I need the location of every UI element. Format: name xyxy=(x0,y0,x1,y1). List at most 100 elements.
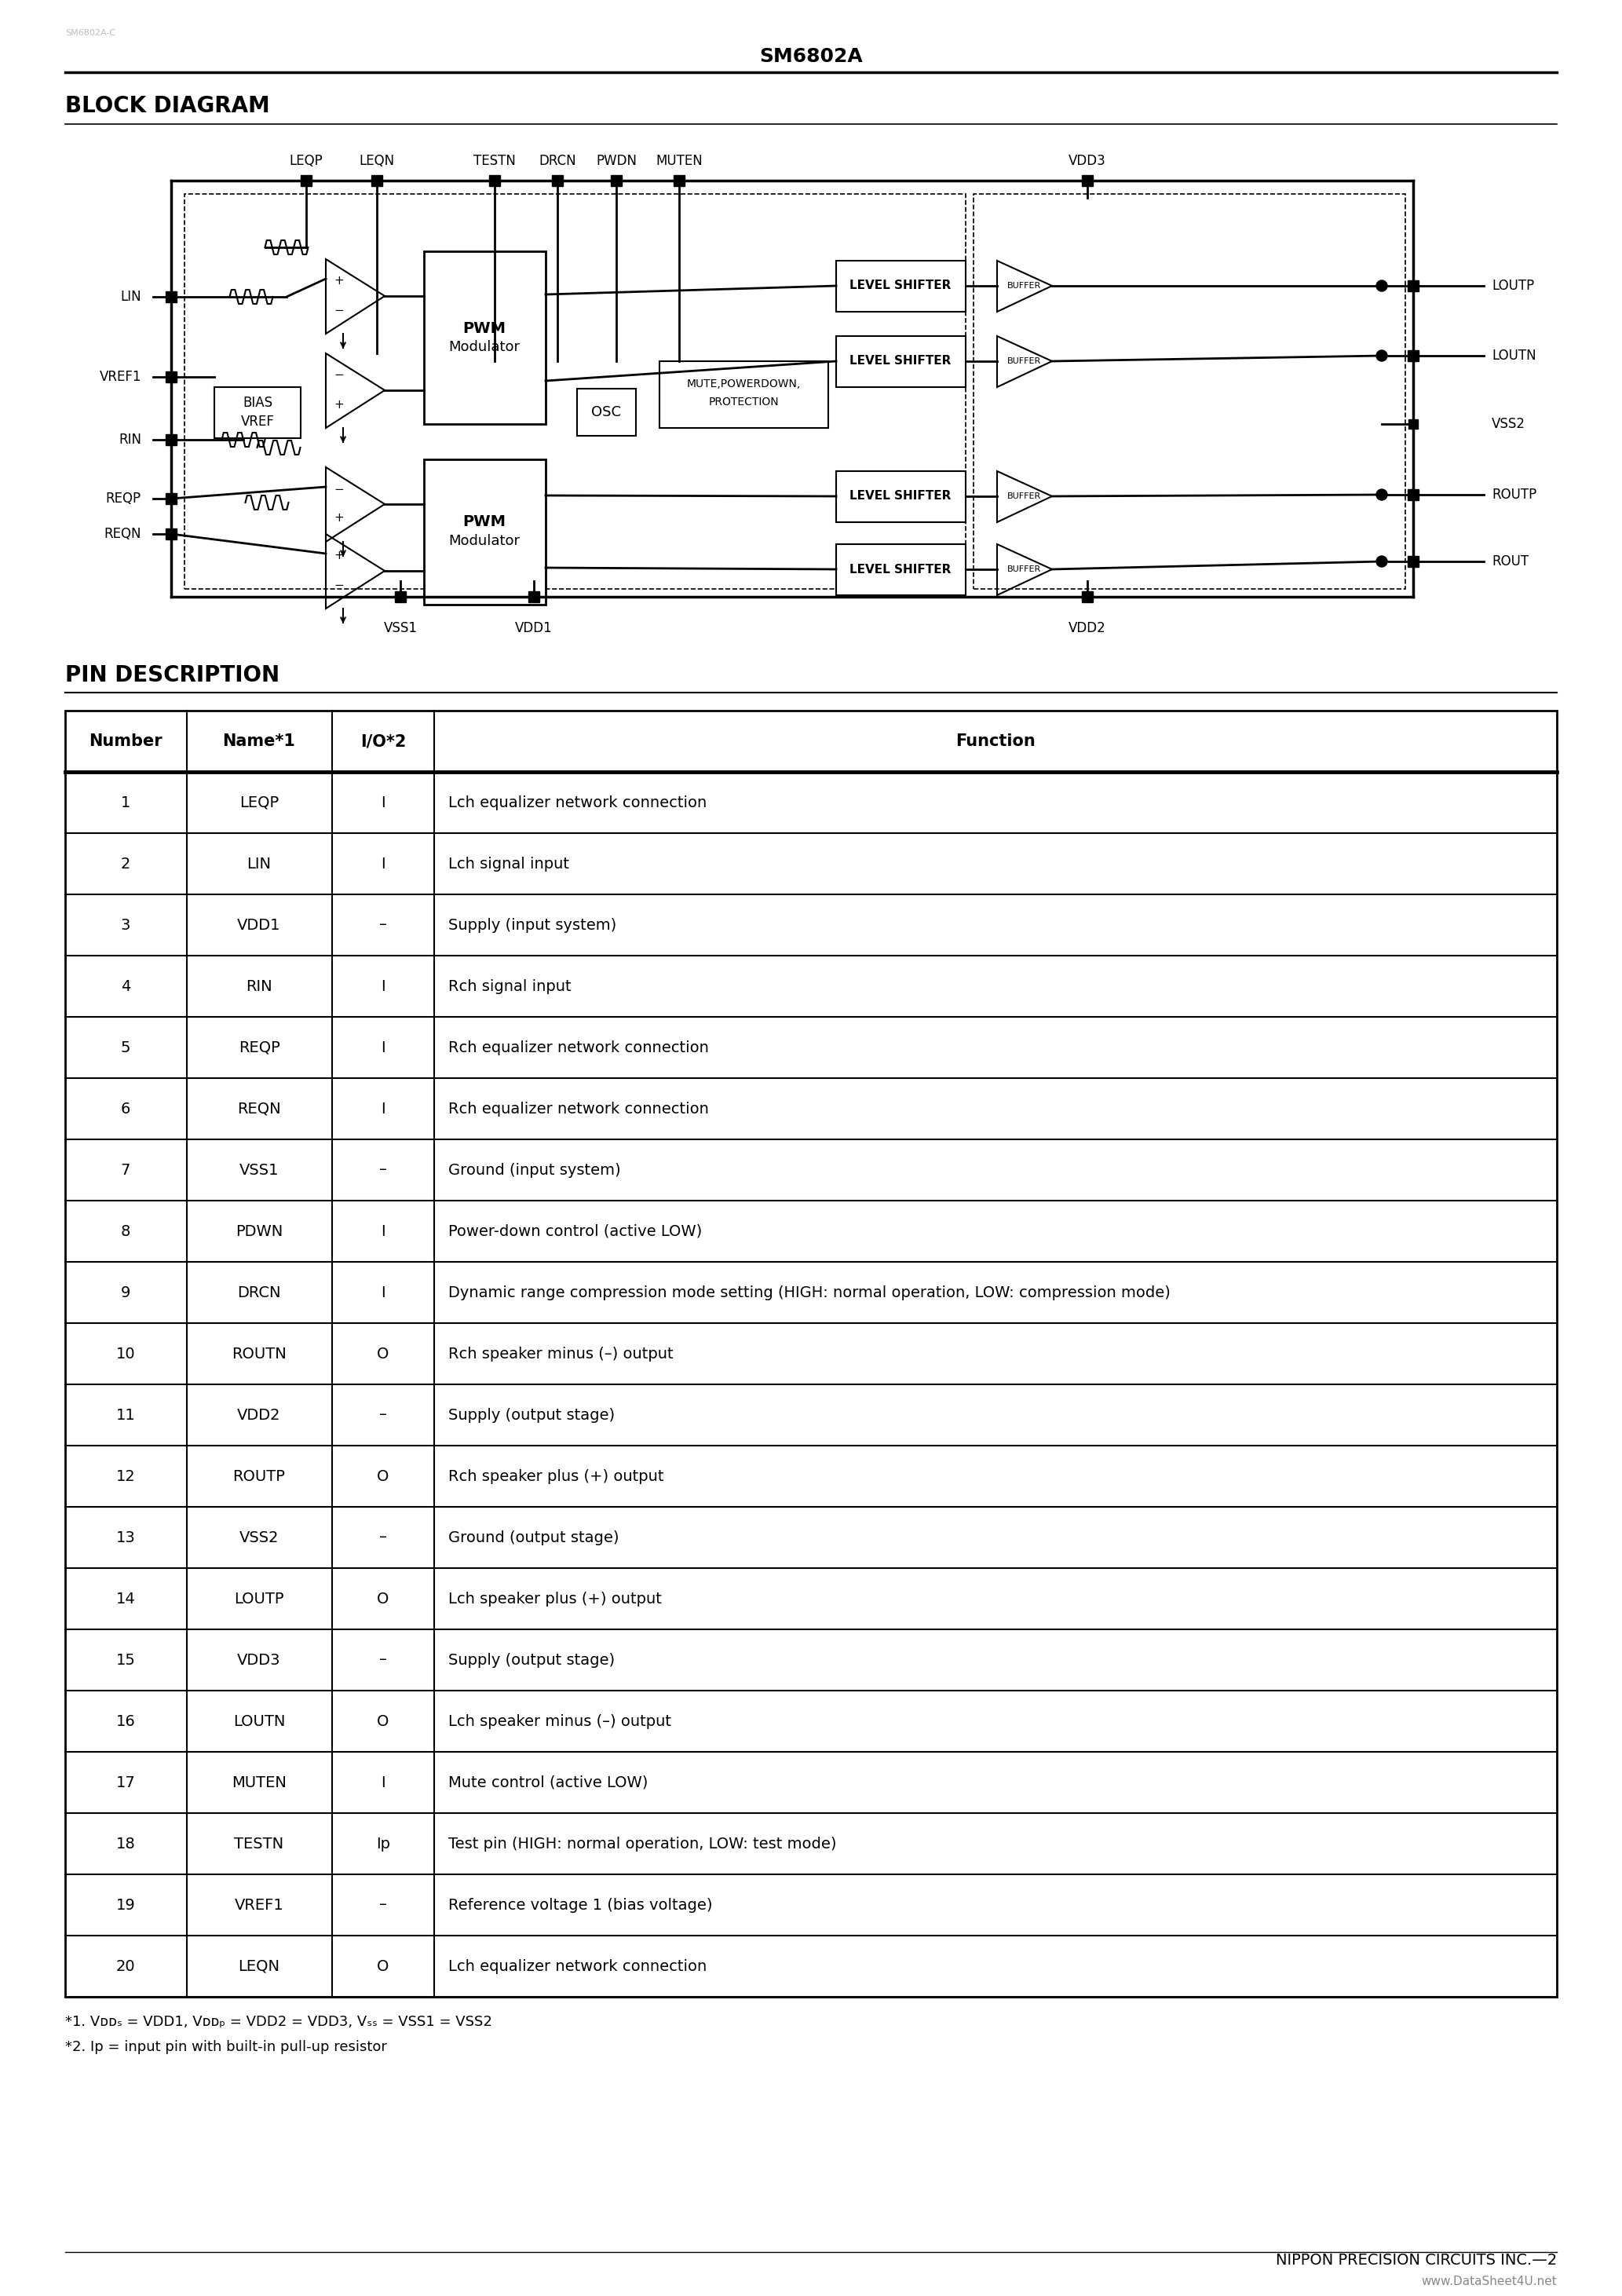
Text: VDD3: VDD3 xyxy=(1069,154,1106,168)
Text: Lch speaker minus (–) output: Lch speaker minus (–) output xyxy=(448,1713,672,1729)
Text: LEVEL SHIFTER: LEVEL SHIFTER xyxy=(850,563,950,576)
Text: I: I xyxy=(381,856,386,870)
Text: Function: Function xyxy=(955,732,1035,748)
Bar xyxy=(973,193,1405,588)
Bar xyxy=(660,360,829,427)
Text: Test pin (HIGH: normal operation, LOW: test mode): Test pin (HIGH: normal operation, LOW: t… xyxy=(448,1837,837,1851)
Text: 13: 13 xyxy=(115,1529,135,1545)
Bar xyxy=(551,174,563,186)
Bar xyxy=(673,174,684,186)
Text: VDD2: VDD2 xyxy=(237,1407,281,1424)
Bar xyxy=(529,592,540,602)
Text: −: − xyxy=(334,305,344,317)
Text: I: I xyxy=(381,1775,386,1791)
Text: LEVEL SHIFTER: LEVEL SHIFTER xyxy=(850,356,950,367)
Text: −: − xyxy=(334,482,344,496)
Text: 14: 14 xyxy=(115,1591,135,1607)
Text: –: – xyxy=(380,1529,388,1545)
Text: −: − xyxy=(334,579,344,590)
Text: LEQP: LEQP xyxy=(240,794,279,810)
Text: LOUTP: LOUTP xyxy=(234,1591,284,1607)
Text: Lch equalizer network connection: Lch equalizer network connection xyxy=(448,794,707,810)
Text: I: I xyxy=(381,978,386,994)
Text: ROUTP: ROUTP xyxy=(234,1469,285,1483)
Text: Dynamic range compression mode setting (HIGH: normal operation, LOW: compression: Dynamic range compression mode setting (… xyxy=(448,1286,1171,1300)
Text: OSC: OSC xyxy=(590,404,621,420)
Text: Mute control (active LOW): Mute control (active LOW) xyxy=(448,1775,649,1791)
Text: +: + xyxy=(334,551,344,563)
Text: 9: 9 xyxy=(120,1286,130,1300)
Text: LOUTN: LOUTN xyxy=(234,1713,285,1729)
Text: 20: 20 xyxy=(115,1958,135,1975)
Text: –: – xyxy=(380,918,388,932)
Text: TESTN: TESTN xyxy=(474,154,516,168)
Bar xyxy=(835,471,965,521)
Text: 5: 5 xyxy=(120,1040,130,1054)
Text: VSS1: VSS1 xyxy=(383,622,417,636)
Text: MUTEN: MUTEN xyxy=(655,154,702,168)
Bar xyxy=(423,250,545,425)
Circle shape xyxy=(1375,489,1387,501)
Circle shape xyxy=(1375,556,1387,567)
Text: 4: 4 xyxy=(120,978,130,994)
Bar xyxy=(214,388,300,439)
Text: O: O xyxy=(376,1958,389,1975)
Text: PWM: PWM xyxy=(462,321,506,335)
Text: VREF1: VREF1 xyxy=(99,370,141,383)
Text: 16: 16 xyxy=(115,1713,135,1729)
Text: TESTN: TESTN xyxy=(234,1837,284,1851)
Text: Ip: Ip xyxy=(376,1837,391,1851)
Text: 18: 18 xyxy=(115,1837,135,1851)
Text: LOUTN: LOUTN xyxy=(1492,349,1536,363)
Text: MUTE,POWERDOWN,: MUTE,POWERDOWN, xyxy=(686,379,801,390)
Text: 3: 3 xyxy=(120,918,130,932)
Text: –: – xyxy=(380,1896,388,1913)
Text: 7: 7 xyxy=(120,1162,130,1178)
Text: I: I xyxy=(381,794,386,810)
Text: Supply (output stage): Supply (output stage) xyxy=(448,1407,615,1424)
Text: REQP: REQP xyxy=(238,1040,279,1054)
Text: BUFFER: BUFFER xyxy=(1007,282,1041,289)
Bar xyxy=(611,174,621,186)
Text: *1. Vᴅᴅₛ = VDD1, Vᴅᴅₚ = VDD2 = VDD3, Vₛₛ = VSS1 = VSS2: *1. Vᴅᴅₛ = VDD1, Vᴅᴅₚ = VDD2 = VDD3, Vₛₛ… xyxy=(65,2016,491,2030)
Text: VSS2: VSS2 xyxy=(240,1529,279,1545)
Text: O: O xyxy=(376,1469,389,1483)
Text: 17: 17 xyxy=(115,1775,135,1791)
Text: I: I xyxy=(381,1286,386,1300)
Bar xyxy=(1408,420,1418,429)
Circle shape xyxy=(1375,351,1387,360)
Text: LEVEL SHIFTER: LEVEL SHIFTER xyxy=(850,491,950,503)
Text: Rch equalizer network connection: Rch equalizer network connection xyxy=(448,1040,709,1054)
Text: ROUTN: ROUTN xyxy=(232,1345,287,1362)
Text: Supply (input system): Supply (input system) xyxy=(448,918,616,932)
Text: BIAS: BIAS xyxy=(243,395,272,411)
Bar xyxy=(371,174,383,186)
Text: VSS1: VSS1 xyxy=(240,1162,279,1178)
Text: PIN DESCRIPTION: PIN DESCRIPTION xyxy=(65,664,279,687)
Text: I: I xyxy=(381,1224,386,1240)
Bar xyxy=(300,174,311,186)
Bar xyxy=(1408,351,1419,360)
Text: LEQP: LEQP xyxy=(289,154,323,168)
Text: BUFFER: BUFFER xyxy=(1007,358,1041,365)
Text: +: + xyxy=(334,400,344,411)
Text: Reference voltage 1 (bias voltage): Reference voltage 1 (bias voltage) xyxy=(448,1896,712,1913)
Text: VDD1: VDD1 xyxy=(516,622,553,636)
Text: LEVEL SHIFTER: LEVEL SHIFTER xyxy=(850,280,950,292)
Text: DRCN: DRCN xyxy=(539,154,576,168)
Text: MUTEN: MUTEN xyxy=(232,1775,287,1791)
Bar xyxy=(165,494,177,505)
Text: PWDN: PWDN xyxy=(595,154,637,168)
Text: VREF: VREF xyxy=(240,416,274,429)
Text: LOUTP: LOUTP xyxy=(1492,278,1534,294)
Bar xyxy=(165,434,177,445)
Text: 6: 6 xyxy=(120,1102,130,1116)
Text: Lch speaker plus (+) output: Lch speaker plus (+) output xyxy=(448,1591,662,1607)
Text: 19: 19 xyxy=(115,1896,135,1913)
Text: I: I xyxy=(381,1102,386,1116)
Text: 2: 2 xyxy=(120,856,130,870)
Text: +: + xyxy=(334,512,344,523)
Text: BUFFER: BUFFER xyxy=(1007,491,1041,501)
Bar xyxy=(1082,174,1093,186)
Text: 10: 10 xyxy=(115,1345,135,1362)
